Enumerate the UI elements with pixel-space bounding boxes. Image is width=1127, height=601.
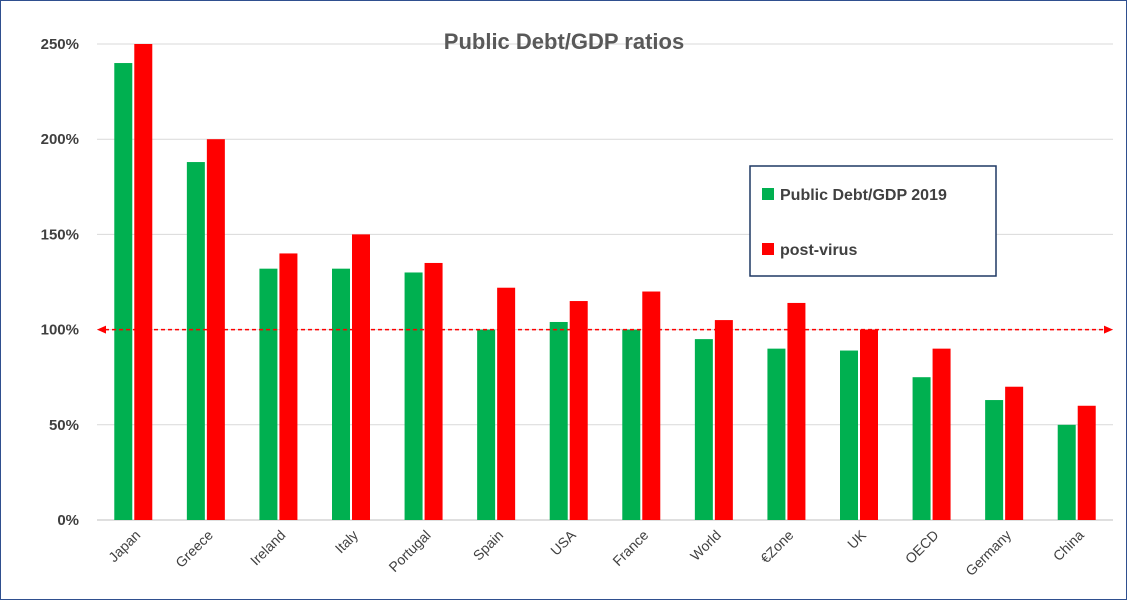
bar-debt-2019 xyxy=(332,268,350,520)
x-tick-label: USA xyxy=(547,526,579,558)
x-tick-label: OECD xyxy=(902,527,942,567)
bar-post-virus xyxy=(787,302,806,520)
y-tick-label: 250% xyxy=(41,36,79,53)
bar-debt-2019 xyxy=(186,162,205,520)
y-tick-label: 100% xyxy=(41,322,79,339)
legend: Public Debt/GDP 2019 post-virus xyxy=(749,165,997,277)
bar-post-virus xyxy=(206,139,225,520)
bar-post-virus xyxy=(569,301,588,520)
chart-title: Public Debt/GDP ratios xyxy=(444,29,684,54)
bar-post-virus xyxy=(642,291,661,520)
x-tick-label: Spain xyxy=(470,527,507,564)
bar-debt-2019 xyxy=(477,329,496,520)
bar-debt-2019 xyxy=(767,348,786,520)
arrow-right-icon xyxy=(1104,325,1113,334)
bar-debt-2019 xyxy=(840,350,858,520)
bar-post-virus xyxy=(860,329,878,520)
bar-post-virus xyxy=(1005,386,1024,520)
x-tick-label: China xyxy=(1050,527,1087,564)
bar-post-virus xyxy=(352,234,370,520)
bar-debt-2019 xyxy=(694,339,713,520)
x-tick-label: €Zone xyxy=(757,527,797,567)
y-tick-label: 200% xyxy=(41,131,79,148)
bar-debt-2019 xyxy=(114,63,133,520)
y-tick-label: 0% xyxy=(57,512,79,529)
bar-post-virus xyxy=(279,253,298,520)
bars xyxy=(114,44,1096,520)
bar-debt-2019 xyxy=(912,377,931,520)
x-tick-label: France xyxy=(609,527,651,569)
x-tick-label: Japan xyxy=(105,527,143,565)
bar-post-virus xyxy=(932,348,951,520)
x-tick-label: Greece xyxy=(172,527,216,571)
y-tick-label: 150% xyxy=(41,226,79,243)
x-tick-label: Portugal xyxy=(385,527,433,575)
bar-post-virus xyxy=(424,262,443,520)
legend-swatch-series-2 xyxy=(762,243,774,255)
x-tick-label: UK xyxy=(844,526,870,552)
bar-debt-2019 xyxy=(259,268,278,520)
bar-post-virus xyxy=(497,287,516,520)
y-axis-ticks: 0% 50% 100% 150% 200% 250% xyxy=(41,36,79,529)
x-tick-label: Ireland xyxy=(247,527,289,569)
bar-post-virus xyxy=(134,44,153,520)
bar-debt-2019 xyxy=(1057,424,1076,520)
legend-label-series-1: Public Debt/GDP 2019 xyxy=(780,187,947,204)
bar-post-virus xyxy=(714,320,733,520)
y-tick-label: 50% xyxy=(49,417,79,434)
reference-line-group xyxy=(97,325,1113,334)
x-tick-label: Germany xyxy=(962,527,1014,579)
bar-debt-2019 xyxy=(622,329,641,520)
bar-debt-2019 xyxy=(985,400,1004,520)
x-tick-label: World xyxy=(687,527,724,564)
x-tick-label: Italy xyxy=(332,527,361,556)
bar-post-virus xyxy=(1077,405,1096,520)
bar-debt-2019 xyxy=(549,321,568,520)
arrow-left-icon xyxy=(97,325,106,334)
legend-label-series-2: post-virus xyxy=(780,242,857,259)
legend-box xyxy=(749,165,997,277)
gridlines xyxy=(97,43,1113,521)
x-axis-labels: Japan Greece Ireland Italy Portugal Spain USA F… xyxy=(105,526,1087,578)
legend-swatch-series-1 xyxy=(762,188,774,200)
bar-debt-2019 xyxy=(404,272,423,520)
